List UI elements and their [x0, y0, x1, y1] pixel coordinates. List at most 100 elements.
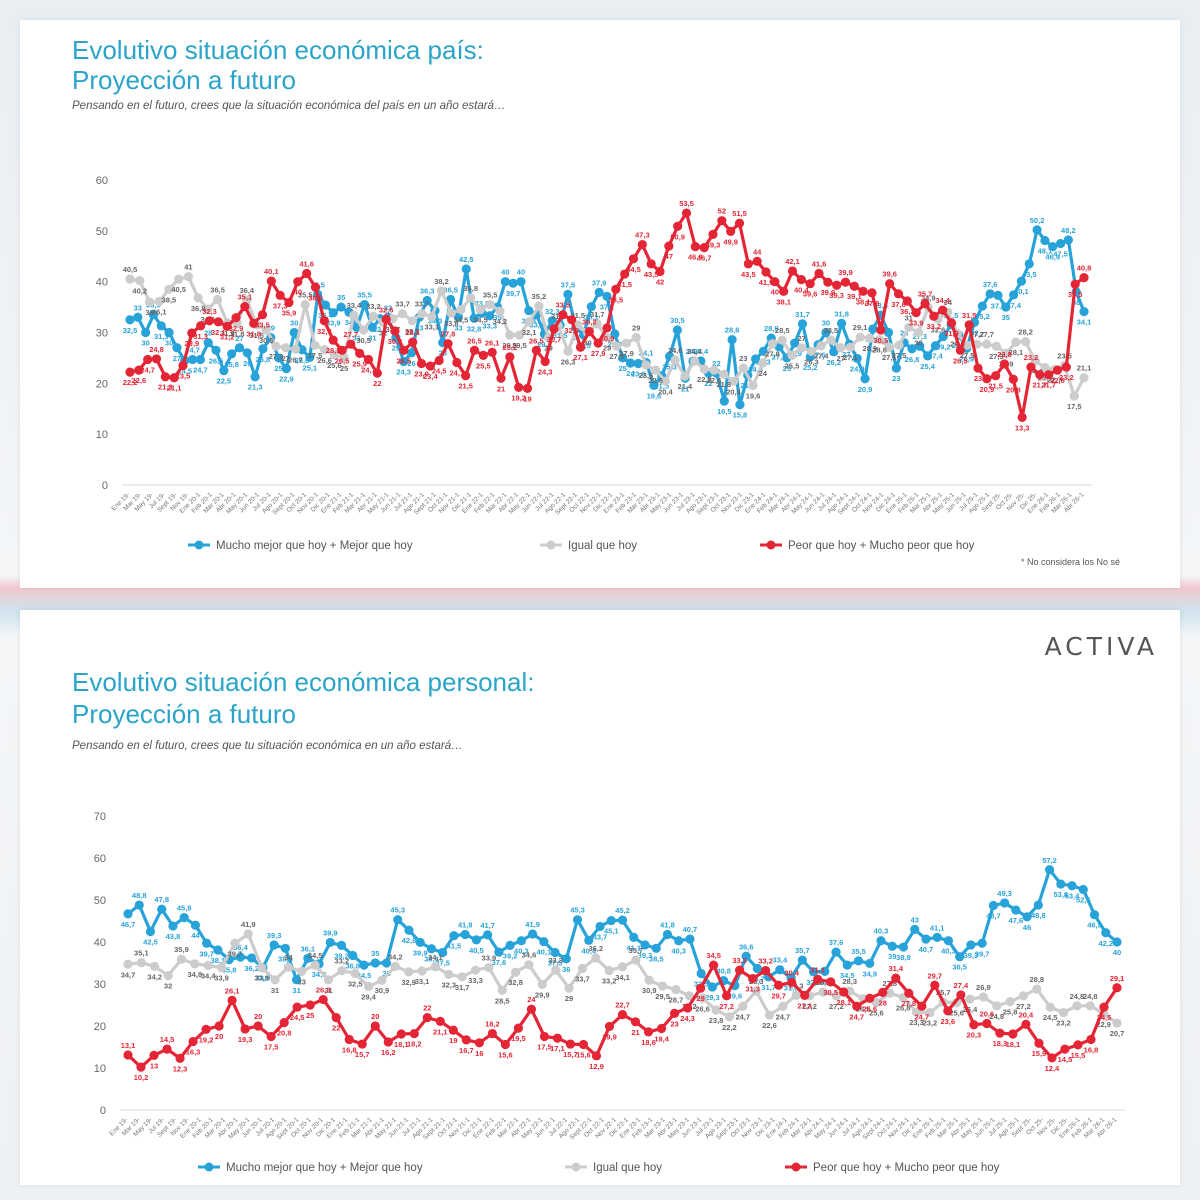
data-label: 29,1	[1110, 974, 1125, 983]
data-label: 24,8	[748, 365, 763, 374]
data-label: 21,3	[248, 383, 263, 392]
data-point	[932, 932, 942, 942]
data-label: 37,3	[273, 301, 288, 310]
data-point	[242, 348, 252, 358]
data-label: 27,9	[591, 349, 606, 358]
data-label: 38,1	[776, 297, 791, 306]
data-point	[800, 990, 810, 1000]
data-label: 20,8	[1006, 385, 1021, 394]
data-label: 20,4	[658, 387, 673, 396]
data-point	[637, 239, 647, 250]
data-label: 39,7	[506, 289, 521, 298]
data-point	[496, 373, 506, 383]
data-label: 31,3	[154, 332, 169, 341]
data-label: 53,4	[1065, 892, 1080, 901]
data-label: 24,7	[735, 1012, 750, 1021]
data-point	[305, 352, 315, 363]
data-label: 33,2	[927, 322, 942, 331]
data-point	[938, 331, 948, 342]
data-label: 30,5	[259, 336, 274, 345]
data-label: 19,3	[238, 1035, 253, 1044]
data-label: 18,3	[993, 1039, 1008, 1048]
data-point	[310, 960, 320, 970]
data-point	[524, 317, 534, 327]
data-label: 21,5	[654, 382, 669, 391]
data-label: 24,3	[538, 367, 553, 376]
data-label: 21,3	[158, 383, 173, 392]
data-label: 37,6	[891, 300, 906, 309]
data-point	[222, 321, 232, 331]
data-point	[631, 955, 641, 965]
data-point	[457, 972, 467, 982]
data-point	[681, 208, 692, 218]
data-label: 47	[665, 252, 673, 261]
data-label: 32	[164, 982, 172, 991]
data-label: 22,2	[123, 378, 138, 387]
data-label: 30,4	[784, 968, 799, 977]
data-label: 27,3	[269, 352, 284, 361]
data-label: 23,3	[909, 1018, 924, 1027]
data-point	[836, 343, 846, 353]
data-point	[991, 341, 1001, 351]
data-point	[823, 277, 833, 287]
data-label: 34,3	[428, 317, 443, 326]
data-point	[618, 353, 628, 363]
data-point	[902, 296, 912, 306]
data-point	[1078, 884, 1088, 895]
data-label: 15,5	[1071, 1051, 1086, 1060]
data-point	[370, 958, 380, 968]
data-point	[505, 352, 515, 362]
data-point	[717, 216, 727, 226]
data-point	[367, 322, 378, 333]
data-label: 41,9	[241, 920, 256, 929]
data-label: 14,5	[160, 1035, 175, 1044]
data-label: 49,3	[997, 889, 1012, 898]
data-point	[359, 325, 369, 335]
y-tick-label: 70	[94, 811, 106, 823]
data-point	[1112, 983, 1122, 993]
data-point	[1112, 937, 1122, 947]
data-point	[673, 221, 683, 231]
data-point	[163, 971, 173, 981]
data-point	[726, 226, 736, 236]
data-point	[894, 340, 904, 350]
data-point	[123, 909, 133, 919]
data-point	[684, 991, 694, 1001]
data-point	[790, 338, 800, 348]
data-label: 32,8	[508, 978, 523, 987]
data-point	[444, 969, 454, 979]
data-label: 28,1	[405, 328, 420, 337]
chart-title-line-2: Proyección a futuro	[72, 699, 297, 729]
data-point	[617, 915, 628, 925]
data-point	[404, 925, 414, 935]
data-label: 16,8	[342, 1045, 357, 1054]
data-label: 33,7	[750, 974, 765, 983]
data-label: 25	[306, 1011, 314, 1020]
data-point	[865, 333, 875, 343]
data-point	[973, 363, 983, 373]
data-point	[1056, 879, 1066, 889]
data-point	[349, 310, 359, 320]
data-label: 23,4	[423, 372, 438, 381]
data-point	[390, 326, 400, 336]
data-label: 34,5	[454, 316, 469, 325]
data-label: 36,8	[463, 284, 478, 293]
data-label: 24,3	[680, 1014, 695, 1023]
data-point	[284, 297, 294, 308]
data-label: 27,9	[619, 349, 634, 358]
data-point	[219, 366, 229, 376]
data-point	[425, 361, 435, 371]
data-label: 38,5	[609, 295, 624, 304]
data-point	[133, 312, 143, 322]
data-label: 26,1	[485, 338, 500, 347]
data-label: 30,8	[716, 967, 731, 976]
data-label: 32,7	[373, 325, 388, 334]
data-label: 21,1	[167, 384, 182, 393]
data-label: 22,6	[132, 376, 147, 385]
data-point	[787, 266, 798, 276]
data-label: 34,4	[935, 296, 950, 305]
data-point	[1011, 905, 1021, 915]
data-label: 27,4	[814, 352, 829, 361]
data-point	[643, 1027, 654, 1037]
data-point	[438, 947, 448, 958]
